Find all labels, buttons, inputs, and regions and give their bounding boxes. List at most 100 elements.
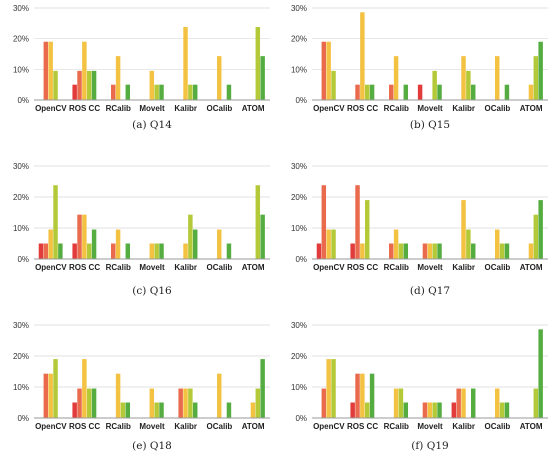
bar-rcalib-2	[393, 229, 399, 259]
bar-kalibr-3	[188, 84, 193, 100]
bar-rcalib-2	[115, 56, 121, 100]
x-category-label: OpenCV	[35, 422, 67, 431]
x-category-label: ATOM	[242, 263, 265, 272]
bar-kalibr-2	[183, 388, 188, 418]
x-category-label: Kalibr	[452, 263, 475, 272]
y-tick-label: 30%	[13, 4, 29, 13]
x-category-label: RCalib	[106, 104, 131, 113]
bar-ros-cc-1	[77, 214, 82, 259]
y-tick-label: 10%	[13, 65, 29, 74]
bar-ros-cc-1	[77, 70, 82, 100]
bar-moveit-2	[149, 243, 155, 259]
bar-rcalib-4	[403, 402, 409, 418]
bar-rcalib-1	[111, 243, 116, 259]
chart-panel-1: 0% 10% 20% 30% OpenCV ROS CC RCalib MoveIt Kalib…	[291, 4, 548, 131]
x-category-label: MoveIt	[139, 263, 165, 272]
bar-rcalib-4	[125, 84, 131, 100]
x-category-label: ROS CC	[347, 104, 378, 113]
bar-opencv-1	[321, 388, 327, 418]
bar-opencv-1	[321, 41, 327, 100]
y-tick-label: 0%	[295, 96, 307, 105]
bar-opencv-2	[48, 373, 53, 418]
bar-atom-2	[250, 402, 256, 418]
bar-atom-3	[255, 388, 261, 418]
bar-ocalib-4	[226, 84, 232, 100]
chart-panel-5: 0% 10% 20% 30% OpenCV ROS CC RCalib MoveIt Kalib…	[291, 321, 548, 452]
x-category-label: RCalib	[384, 104, 409, 113]
y-tick-label: 20%	[13, 352, 29, 361]
bar-ros-cc-0	[72, 243, 77, 259]
bar-ros-cc-2	[360, 373, 365, 418]
bar-ros-cc-2	[360, 12, 365, 100]
bar-moveit-4	[159, 402, 164, 418]
bar-moveit-3	[432, 243, 437, 259]
bar-moveit-4	[437, 84, 442, 100]
x-category-label: ROS CC	[347, 422, 378, 431]
x-category-label: OCalib	[207, 263, 233, 272]
bar-ros-cc-0	[350, 402, 355, 418]
x-category-label: MoveIt	[139, 104, 165, 113]
bar-kalibr-4	[470, 84, 476, 100]
bar-kalibr-3	[466, 229, 471, 259]
bar-atom-4	[538, 41, 543, 100]
bar-opencv-4	[58, 243, 63, 259]
bar-ros-cc-2	[82, 41, 87, 100]
y-tick-label: 30%	[291, 162, 307, 171]
bar-ocalib-2	[495, 388, 500, 418]
x-category-label: ATOM	[520, 422, 543, 431]
chart-panel-0: 0% 10% 20% 30% OpenCV ROS CC RCalib MoveIt Kalib…	[13, 4, 270, 131]
y-tick-label: 10%	[13, 383, 29, 392]
y-tick-label: 10%	[291, 224, 307, 233]
bar-opencv-1	[43, 41, 49, 100]
y-tick-label: 30%	[13, 321, 29, 330]
bar-opencv-2	[48, 229, 53, 259]
y-tick-label: 0%	[17, 96, 29, 105]
y-tick-label: 20%	[13, 35, 29, 44]
bar-opencv-3	[53, 70, 58, 100]
bar-atom-3	[255, 27, 261, 100]
x-category-label: OCalib	[207, 104, 233, 113]
bar-kalibr-1	[178, 388, 183, 418]
bar-ocalib-2	[495, 56, 500, 100]
bar-rcalib-4	[125, 243, 131, 259]
bar-rcalib-1	[389, 84, 394, 100]
bar-kalibr-2	[461, 388, 466, 418]
bar-opencv-2	[326, 359, 331, 418]
bar-ros-cc-4	[369, 373, 375, 418]
bar-ros-cc-1	[355, 373, 360, 418]
bar-ros-cc-3	[86, 243, 92, 259]
x-category-label: OCalib	[485, 263, 511, 272]
bar-opencv-3	[53, 185, 58, 259]
bar-ros-cc-3	[364, 84, 370, 100]
bar-rcalib-4	[403, 243, 409, 259]
bar-ros-cc-2	[82, 214, 87, 259]
x-category-label: ATOM	[242, 104, 265, 113]
bar-ros-cc-1	[355, 185, 360, 259]
y-tick-label: 30%	[291, 321, 307, 330]
bar-atom-3	[533, 56, 539, 100]
y-tick-label: 20%	[13, 193, 29, 202]
x-category-label: OpenCV	[313, 422, 345, 431]
x-category-label: MoveIt	[417, 422, 443, 431]
panel-caption: (f) Q19	[411, 440, 448, 452]
bar-moveit-1	[422, 243, 428, 259]
panel-caption: (b) Q15	[410, 119, 450, 131]
bar-kalibr-4	[470, 243, 476, 259]
bar-ocalib-2	[217, 373, 222, 418]
bar-moveit-2	[427, 243, 433, 259]
x-category-label: MoveIt	[417, 263, 443, 272]
bar-ocalib-2	[495, 229, 500, 259]
bar-ocalib-4	[226, 402, 232, 418]
x-category-label: OpenCV	[35, 263, 67, 272]
bar-moveit-4	[437, 402, 442, 418]
panel-caption: (c) Q16	[132, 285, 172, 297]
y-tick-label: 10%	[291, 383, 307, 392]
bar-rcalib-4	[125, 402, 131, 418]
bar-ros-cc-4	[91, 388, 97, 418]
bar-opencv-0	[38, 243, 44, 259]
bar-atom-4	[538, 200, 543, 259]
bar-ros-cc-3	[86, 388, 92, 418]
bar-ocalib-4	[504, 84, 510, 100]
y-tick-label: 0%	[17, 255, 29, 264]
